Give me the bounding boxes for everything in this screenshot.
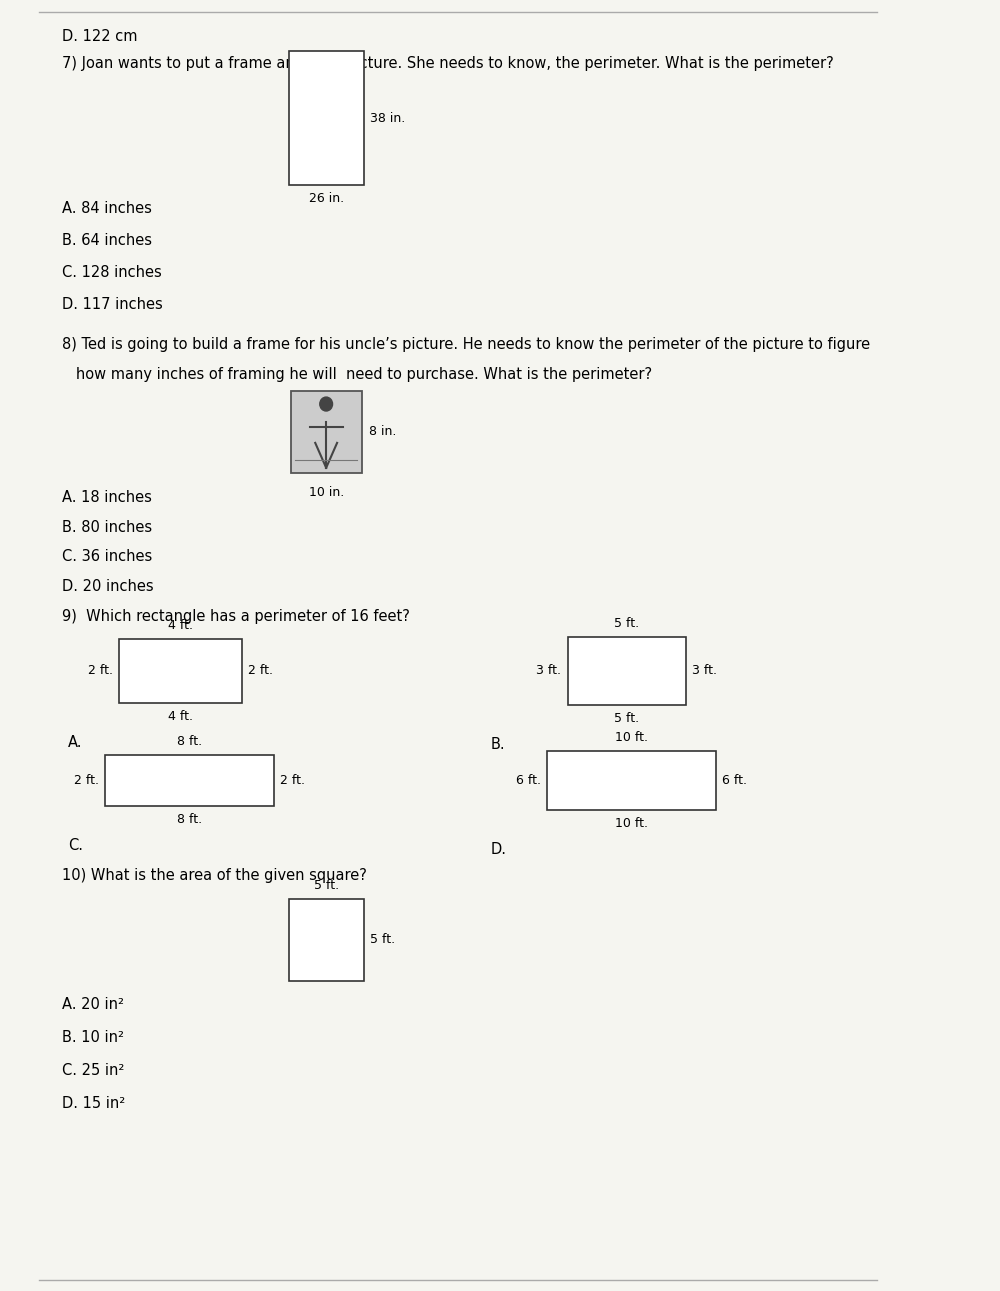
Text: 4 ft.: 4 ft.: [168, 618, 193, 631]
Text: A.: A.: [68, 735, 83, 750]
Text: 8 in.: 8 in.: [369, 426, 396, 439]
Text: 9)  Which rectangle has a perimeter of 16 feet?: 9) Which rectangle has a perimeter of 16…: [62, 609, 410, 624]
Text: 8 ft.: 8 ft.: [177, 813, 202, 826]
Text: 10) What is the area of the given square?: 10) What is the area of the given square…: [62, 868, 367, 883]
Bar: [105, 754, 274, 807]
Text: D. 117 inches: D. 117 inches: [62, 297, 163, 311]
Text: 38 in.: 38 in.: [370, 112, 405, 125]
Text: 2 ft.: 2 ft.: [248, 665, 273, 678]
Bar: [568, 636, 686, 705]
Text: 8) Ted is going to build a frame for his uncle’s picture. He needs to know the p: 8) Ted is going to build a frame for his…: [62, 337, 870, 352]
Text: A. 84 inches: A. 84 inches: [62, 201, 152, 216]
Text: 5 ft.: 5 ft.: [614, 711, 639, 724]
Text: 3 ft.: 3 ft.: [536, 665, 561, 678]
Text: 2 ft.: 2 ft.: [280, 773, 305, 788]
Text: B. 64 inches: B. 64 inches: [62, 232, 152, 248]
Text: 5 ft.: 5 ft.: [314, 879, 339, 892]
Text: 10 ft.: 10 ft.: [615, 817, 648, 830]
Text: D. 122 cm: D. 122 cm: [62, 28, 137, 44]
Text: 10 in.: 10 in.: [309, 485, 344, 498]
Text: 2 ft.: 2 ft.: [74, 773, 99, 788]
Text: 3 ft.: 3 ft.: [692, 665, 717, 678]
Text: 6 ft.: 6 ft.: [722, 773, 747, 788]
Bar: [289, 899, 364, 981]
Text: 2 ft.: 2 ft.: [88, 665, 113, 678]
Text: B.: B.: [490, 737, 505, 751]
Text: B. 10 in²: B. 10 in²: [62, 1030, 124, 1046]
Text: 10 ft.: 10 ft.: [615, 731, 648, 744]
Text: 5 ft.: 5 ft.: [614, 617, 639, 630]
Bar: [291, 391, 362, 473]
Text: A. 20 in²: A. 20 in²: [62, 998, 124, 1012]
Text: D. 20 inches: D. 20 inches: [62, 580, 154, 594]
Text: 4 ft.: 4 ft.: [168, 710, 193, 723]
Bar: [119, 639, 242, 704]
Text: C. 25 in²: C. 25 in²: [62, 1064, 124, 1078]
Text: D. 15 in²: D. 15 in²: [62, 1096, 125, 1112]
Bar: [547, 750, 716, 811]
Text: 8 ft.: 8 ft.: [177, 735, 202, 747]
Text: D.: D.: [490, 842, 506, 857]
Text: C. 36 inches: C. 36 inches: [62, 550, 152, 564]
Text: C. 128 inches: C. 128 inches: [62, 265, 162, 280]
Text: 6 ft.: 6 ft.: [516, 773, 541, 788]
Text: 7) Joan wants to put a frame around a picture. She needs to know, the perimeter.: 7) Joan wants to put a frame around a pi…: [62, 56, 834, 71]
Text: A. 18 inches: A. 18 inches: [62, 489, 152, 505]
Text: C.: C.: [68, 838, 83, 853]
Text: B. 80 inches: B. 80 inches: [62, 519, 152, 534]
Text: how many inches of framing he will  need to purchase. What is the perimeter?: how many inches of framing he will need …: [62, 367, 652, 382]
Circle shape: [320, 398, 333, 411]
Text: 5 ft.: 5 ft.: [370, 933, 395, 946]
Bar: [289, 52, 364, 186]
Text: 26 in.: 26 in.: [309, 192, 344, 205]
